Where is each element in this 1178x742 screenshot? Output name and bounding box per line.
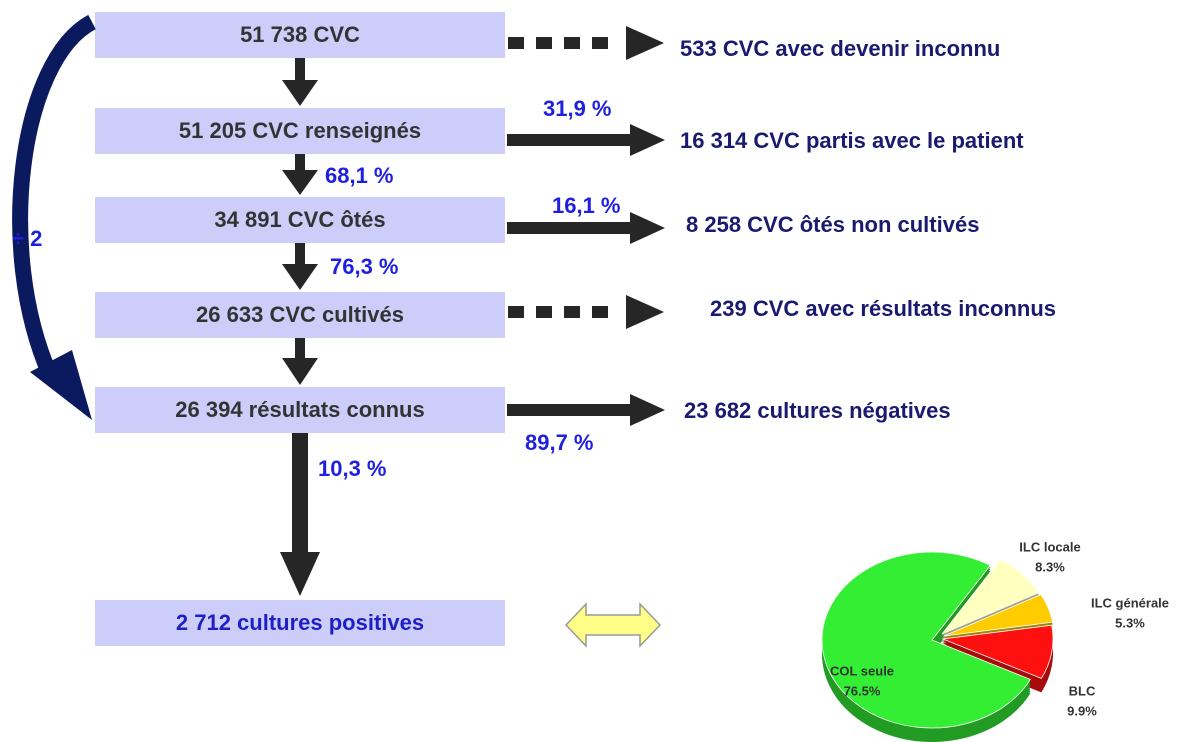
percentage: 31,9 % bbox=[543, 96, 612, 121]
curved-arrow bbox=[12, 14, 97, 379]
pie-value-label: 8.3% bbox=[1035, 559, 1065, 574]
pie-label: BLC bbox=[1069, 683, 1096, 698]
pie-value-label: 76.5% bbox=[844, 683, 881, 698]
outcome-label: 16 314 CVC partis avec le patient bbox=[680, 128, 1024, 153]
box bbox=[95, 108, 505, 154]
outcome-label: 23 682 cultures négatives bbox=[684, 398, 951, 423]
box-label: 34 891 CVC ôtés bbox=[214, 207, 385, 232]
double-arrow bbox=[564, 602, 662, 648]
box bbox=[95, 292, 505, 338]
percentage: 68,1 % bbox=[325, 163, 394, 188]
box-label: 26 633 CVC cultivés bbox=[196, 302, 404, 327]
pie-slice bbox=[941, 558, 1040, 635]
arrow bbox=[282, 154, 318, 195]
outcome-label: 533 CVC avec devenir inconnu bbox=[680, 36, 1000, 61]
box-label: 51 205 CVC renseignés bbox=[179, 118, 421, 143]
divide-label: ÷ 2 bbox=[12, 226, 42, 251]
pie-label: ILC locale bbox=[1019, 539, 1080, 554]
percentage: 76,3 % bbox=[330, 254, 399, 279]
arrow bbox=[282, 243, 318, 290]
box bbox=[95, 600, 505, 646]
pie-label: ILC générale bbox=[1091, 595, 1169, 610]
arrow bbox=[280, 433, 320, 596]
down-arrows bbox=[280, 58, 320, 596]
pie-slice bbox=[821, 551, 1031, 729]
outcome-label: 8 258 CVC ôtés non cultivés bbox=[686, 212, 979, 237]
percentage: 89,7 % bbox=[525, 430, 594, 455]
pie-chart: ILC locale 8.3% ILC générale 5.3% BLC 9.9% COL… bbox=[821, 539, 1169, 742]
box bbox=[95, 197, 505, 243]
box bbox=[95, 12, 505, 58]
pie-slice bbox=[941, 624, 1054, 679]
percentage: 16,1 % bbox=[552, 193, 621, 218]
pie-label: COL seule bbox=[830, 663, 894, 678]
pie-value-label: 5.3% bbox=[1115, 615, 1145, 630]
arrow bbox=[282, 58, 318, 106]
box-label: 2 712 cultures positives bbox=[176, 610, 424, 635]
curved-arrow-head bbox=[30, 350, 92, 420]
right-arrows bbox=[507, 26, 665, 426]
pie-slice bbox=[943, 594, 1054, 637]
percentage: 10,3 % bbox=[318, 456, 387, 481]
arrow bbox=[282, 338, 318, 385]
outcome-label: 239 CVC avec résultats inconnus bbox=[710, 296, 1056, 321]
box-label: 26 394 résultats connus bbox=[175, 397, 424, 422]
pie-value-label: 9.9% bbox=[1067, 703, 1097, 718]
box-label: 51 738 CVC bbox=[240, 22, 360, 47]
box bbox=[95, 387, 505, 433]
